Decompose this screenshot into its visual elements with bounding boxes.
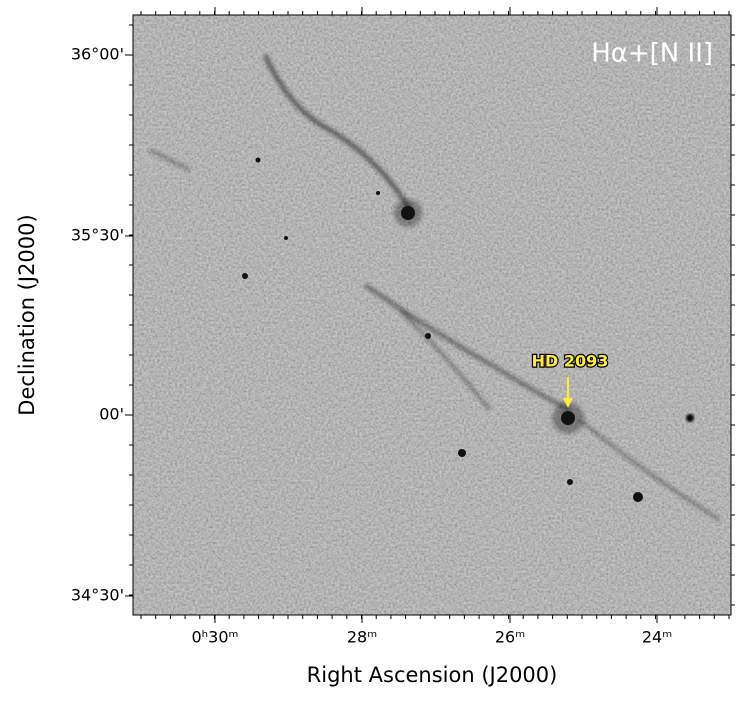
annotation: HD 2093 <box>532 352 609 371</box>
plot-frame <box>132 14 732 616</box>
y-tick-label: 36°00' <box>71 45 124 64</box>
y-tick-label: 35°30' <box>71 226 124 245</box>
x-axis-title: Right Ascension (J2000) <box>307 663 558 687</box>
image-tone <box>133 15 731 615</box>
x-tick-label: 26ᵐ <box>495 628 525 647</box>
image-noise <box>133 15 731 615</box>
y-tick-label: 34°30' <box>71 586 124 605</box>
image-label: Hα+[N II] <box>591 39 713 69</box>
x-tick-label: 24ᵐ <box>642 628 672 647</box>
y-tick-label: 00' <box>99 405 124 424</box>
annotation-arrowhead <box>563 398 573 408</box>
stars <box>242 157 694 502</box>
y-axis-title: Declination (J2000) <box>15 214 39 415</box>
ticks <box>125 7 735 623</box>
x-tick-label: 28ᵐ <box>347 628 377 647</box>
filaments <box>149 54 721 521</box>
sky-image <box>133 15 731 615</box>
x-tick-label: 0ʰ30ᵐ <box>192 628 239 647</box>
